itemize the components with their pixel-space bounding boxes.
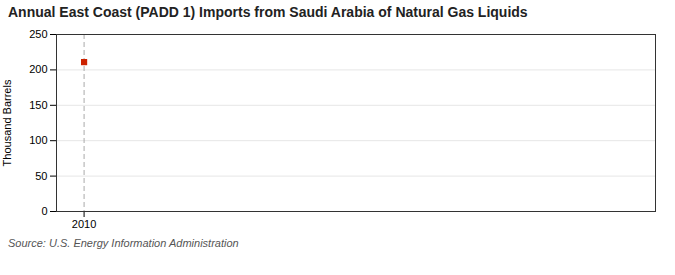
svg-text:50: 50	[35, 170, 47, 182]
svg-text:250: 250	[29, 28, 47, 40]
svg-text:200: 200	[29, 63, 47, 75]
html-text:Annual East Coast (PADD 1) Imp: Annual East Coast (PADD 1) Imports from …	[8, 4, 528, 20]
svg-text:150: 150	[29, 99, 47, 111]
svg-text:100: 100	[29, 134, 47, 146]
html-text:Source: U.S. Energy Informatio: Source: U.S. Energy Information Administ…	[8, 237, 239, 249]
svg-text:2010: 2010	[72, 218, 96, 230]
svg-text:0: 0	[41, 205, 47, 217]
svg-text:Thousand Barrels: Thousand Barrels	[1, 79, 13, 166]
